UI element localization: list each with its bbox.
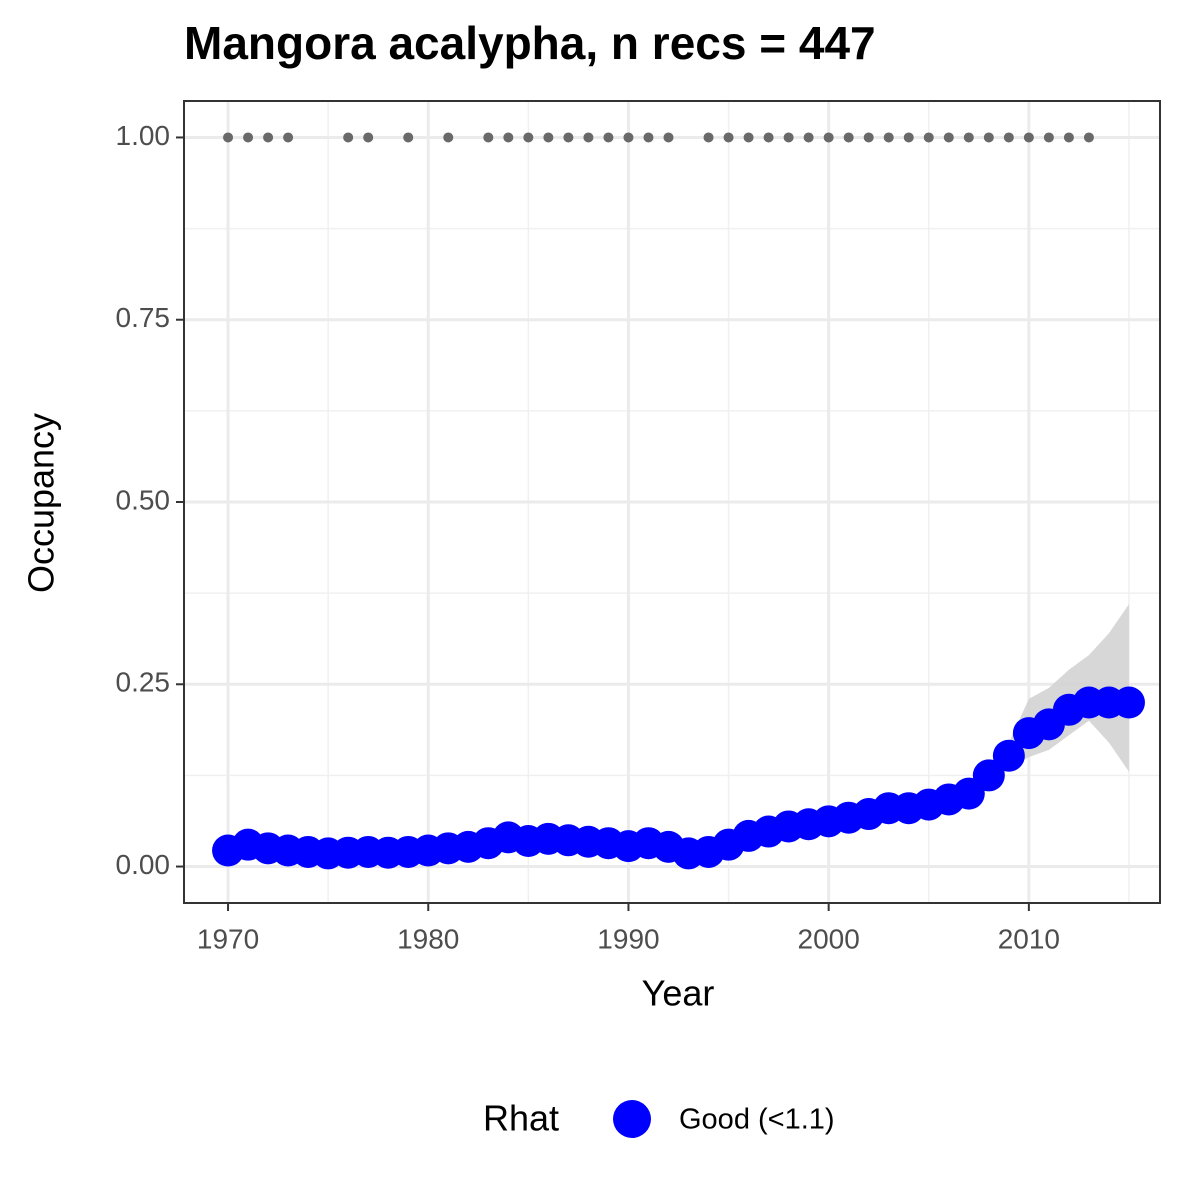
y-tick-label: 0.25 [116, 667, 171, 698]
record-point [903, 132, 914, 143]
record-point [523, 132, 534, 143]
record-point [223, 132, 234, 143]
record-point [283, 132, 294, 143]
record-point [703, 132, 714, 143]
chart-title: Mangora acalypha, n recs = 447 [184, 17, 876, 69]
y-tick-label: 0.00 [116, 849, 171, 880]
record-point [503, 132, 514, 143]
record-point [1023, 132, 1034, 143]
x-tick-label: 1970 [197, 923, 259, 954]
record-point [843, 132, 854, 143]
record-point [923, 132, 934, 143]
x-axis-title: Year [642, 973, 715, 1014]
record-point [1063, 132, 1074, 143]
y-tick-label: 0.50 [116, 484, 171, 515]
record-point [863, 132, 874, 143]
x-tick-label: 1990 [597, 923, 659, 954]
record-point [583, 132, 594, 143]
record-point [1083, 132, 1094, 143]
record-point [1003, 132, 1014, 143]
occupancy-point [972, 759, 1005, 792]
record-point [363, 132, 374, 143]
record-point [243, 132, 254, 143]
occupancy-point [1112, 686, 1145, 719]
x-tick-label: 2000 [798, 923, 860, 954]
record-point [403, 132, 414, 143]
confidence-ribbon [228, 604, 1129, 858]
record-point [963, 132, 974, 143]
record-point [603, 132, 614, 143]
record-point [943, 132, 954, 143]
record-point [443, 132, 454, 143]
y-tick-label: 1.00 [116, 120, 171, 151]
panel-border [183, 100, 1161, 904]
legend-label: Good (<1.1) [679, 1104, 835, 1136]
occupancy-point [992, 739, 1025, 772]
y-axis-title: Occupancy [21, 413, 62, 593]
record-point [563, 132, 574, 143]
x-tick-label: 2010 [998, 923, 1060, 954]
record-point [783, 132, 794, 143]
record-point [803, 132, 814, 143]
record-point [743, 132, 754, 143]
record-point [823, 132, 834, 143]
legend-title: Rhat [483, 1098, 559, 1139]
record-point [723, 132, 734, 143]
record-point [263, 132, 274, 143]
x-tick-label: 1980 [397, 923, 459, 954]
record-point [643, 132, 654, 143]
record-point [663, 132, 674, 143]
record-point [623, 132, 634, 143]
legend-key [613, 1100, 651, 1138]
record-point [883, 132, 894, 143]
y-tick-label: 0.75 [116, 302, 171, 333]
record-point [983, 132, 994, 143]
record-point [483, 132, 494, 143]
record-point [343, 132, 354, 143]
record-point [763, 132, 774, 143]
record-point [543, 132, 554, 143]
record-point [1043, 132, 1054, 143]
